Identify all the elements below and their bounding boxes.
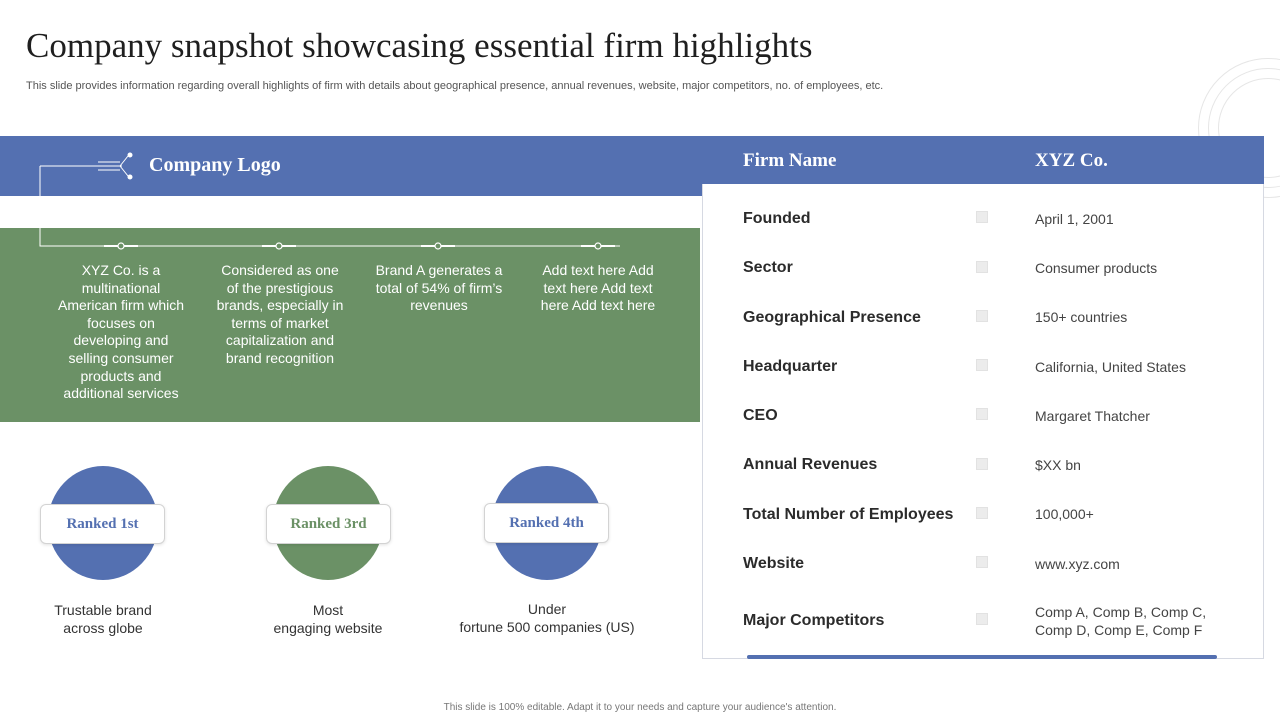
rank-caption: Most xyxy=(312,602,344,618)
row-label-total-employees: Total Number of Employees xyxy=(743,506,954,523)
footer-note: This slide is 100% editable. Adapt it to… xyxy=(443,702,837,713)
highlight-text: Add text here Add text here Add text her… xyxy=(540,262,656,314)
row-value-website: www.xyz.com xyxy=(1035,556,1120,572)
row-marker xyxy=(976,556,988,568)
page-subtitle: This slide provides information regardin… xyxy=(26,80,884,92)
rank-caption: Under xyxy=(527,601,567,617)
row-value-geographical-presence: 150+ countries xyxy=(1035,309,1128,325)
row-label-annual-revenues: Annual Revenues xyxy=(743,456,878,473)
rank-caption: across globe xyxy=(63,620,143,636)
page-title: Company snapshot showcasing essential fi… xyxy=(26,26,813,65)
connector-lines xyxy=(39,152,620,250)
panel-accent-bar xyxy=(747,655,1217,659)
row-marker xyxy=(976,458,988,470)
row-value-major-competitors: Comp A, Comp B, Comp C, xyxy=(1035,604,1207,620)
row-label-sector: Sector xyxy=(743,259,793,276)
row-value-headquarter: California, United States xyxy=(1035,359,1186,375)
row-label-ceo: CEO xyxy=(743,407,778,424)
rank-caption: fortune 500 companies (US) xyxy=(459,619,635,635)
highlight-text: Brand A generates a total of 54% of firm… xyxy=(375,262,503,314)
highlight-text: XYZ Co. is a multinational American firm… xyxy=(57,262,185,402)
row-marker xyxy=(976,310,988,322)
highlights-band xyxy=(0,228,700,422)
row-marker xyxy=(976,211,988,223)
row-label-website: Website xyxy=(743,555,805,572)
row-marker xyxy=(976,261,988,273)
row-label-founded: Founded xyxy=(743,210,811,227)
rank-badge: Ranked 1st xyxy=(40,504,165,544)
row-value-annual-revenues: $XX bn xyxy=(1035,457,1081,473)
row-label-geographical-presence: Geographical Presence xyxy=(743,309,921,326)
row-label-headquarter: Headquarter xyxy=(743,358,838,375)
company-logo-label: Company Logo xyxy=(149,154,281,176)
row-marker xyxy=(976,613,988,625)
rank-caption: engaging website xyxy=(273,620,383,636)
row-marker xyxy=(976,359,988,371)
rank-badge: Ranked 3rd xyxy=(266,504,391,544)
row-value-sector: Consumer products xyxy=(1035,260,1158,276)
firm-name-label: Firm Name xyxy=(743,150,837,171)
row-value-major-competitors-line2: Comp D, Comp E, Comp F xyxy=(1035,622,1203,638)
row-marker xyxy=(976,507,988,519)
firm-name-value: XYZ Co. xyxy=(1035,150,1108,171)
rank-caption: Trustable brand xyxy=(54,602,152,618)
row-marker xyxy=(976,408,988,420)
firm-info-panel xyxy=(702,184,1264,659)
row-value-total-employees: 100,000+ xyxy=(1035,506,1094,522)
row-label-major-competitors: Major Competitors xyxy=(743,612,885,629)
rank-badge: Ranked 4th xyxy=(484,503,609,543)
row-value-founded: April 1, 2001 xyxy=(1035,211,1114,227)
row-value-ceo: Margaret Thatcher xyxy=(1035,408,1150,424)
highlight-text: Considered as one of the prestigious bra… xyxy=(216,262,344,366)
